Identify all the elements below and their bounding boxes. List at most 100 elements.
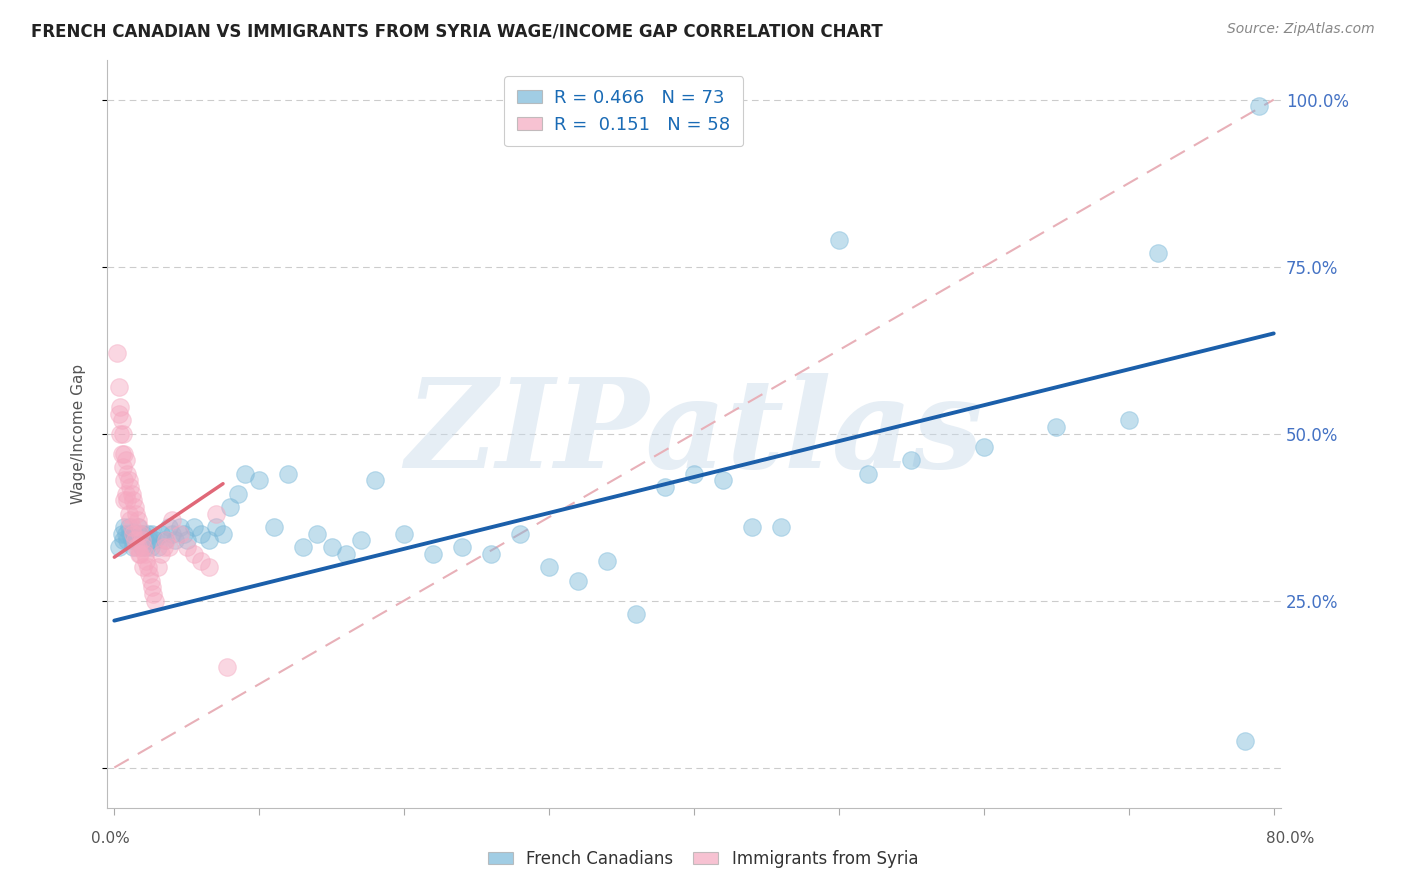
Point (146, 540, 169, 554)
Point (153, 533, 176, 548)
Point (183, 520, 205, 534)
Point (828, 233, 851, 247)
Point (900, 453, 922, 467)
Point (125, 507, 148, 521)
Text: FRENCH CANADIAN VS IMMIGRANTS FROM SYRIA WAGE/INCOME GAP CORRELATION CHART: FRENCH CANADIAN VS IMMIGRANTS FROM SYRIA… (31, 22, 883, 40)
Point (114, 520, 136, 534)
Point (127, 520, 149, 534)
Point (125, 540, 148, 554)
Text: Source: ZipAtlas.com: Source: ZipAtlas.com (1227, 22, 1375, 37)
Point (217, 660, 239, 674)
Point (204, 507, 226, 521)
Point (136, 560, 159, 574)
Point (856, 467, 879, 481)
Point (114, 474, 136, 488)
Point (129, 533, 152, 548)
Point (769, 520, 792, 534)
Text: 0.0%: 0.0% (91, 831, 131, 847)
Point (624, 607, 647, 621)
Point (138, 566, 160, 581)
Point (162, 513, 184, 527)
Point (114, 447, 136, 461)
Point (110, 526, 132, 541)
Point (122, 493, 145, 508)
Text: 80.0%: 80.0% (1267, 831, 1315, 847)
Point (204, 520, 226, 534)
Point (1233, 734, 1256, 748)
Point (567, 574, 589, 588)
Point (121, 533, 143, 548)
Point (125, 533, 148, 548)
Point (135, 540, 157, 554)
Legend: French Canadians, Immigrants from Syria: French Canadians, Immigrants from Syria (481, 844, 925, 875)
Point (132, 526, 155, 541)
Point (115, 453, 138, 467)
Point (114, 493, 136, 508)
Point (190, 553, 212, 567)
Point (143, 593, 166, 607)
Point (117, 533, 139, 548)
Point (110, 447, 132, 461)
Point (121, 486, 143, 500)
Point (538, 560, 561, 574)
Point (321, 540, 343, 554)
Point (118, 474, 141, 488)
Point (135, 553, 157, 567)
Point (122, 540, 145, 554)
Point (111, 460, 134, 475)
Point (509, 526, 531, 541)
Point (392, 526, 415, 541)
Point (233, 467, 256, 481)
Point (107, 540, 129, 554)
Point (120, 513, 142, 527)
Point (683, 467, 706, 481)
Point (149, 547, 172, 561)
Point (307, 526, 329, 541)
Point (142, 587, 165, 601)
Point (364, 474, 387, 488)
Point (711, 474, 734, 488)
Point (141, 526, 163, 541)
Point (173, 526, 195, 541)
Point (129, 547, 152, 561)
Point (973, 440, 995, 454)
Point (596, 553, 619, 567)
Point (121, 520, 143, 534)
Point (149, 526, 172, 541)
Point (219, 500, 242, 514)
Point (105, 346, 128, 360)
Point (197, 533, 219, 548)
Point (226, 486, 249, 500)
Point (128, 526, 150, 541)
Point (263, 520, 285, 534)
Point (451, 540, 474, 554)
Point (479, 547, 502, 561)
Point (118, 507, 141, 521)
Point (1249, 99, 1271, 113)
Point (128, 520, 150, 534)
Point (138, 533, 160, 548)
Point (1045, 420, 1067, 434)
Point (212, 526, 235, 541)
Point (115, 526, 138, 541)
Point (117, 493, 139, 508)
Point (118, 520, 141, 534)
Point (134, 533, 156, 548)
Point (155, 533, 177, 548)
Point (122, 526, 145, 541)
Point (108, 426, 131, 441)
Point (247, 474, 270, 488)
Point (139, 574, 162, 588)
Point (335, 547, 357, 561)
Point (157, 540, 180, 554)
Point (169, 526, 191, 541)
Point (134, 547, 156, 561)
Point (132, 540, 155, 554)
Point (165, 533, 187, 548)
Point (115, 486, 138, 500)
Point (107, 407, 129, 421)
Point (1118, 413, 1140, 427)
Point (190, 526, 212, 541)
Text: ZIPatlas: ZIPatlas (405, 373, 983, 494)
Point (169, 520, 191, 534)
